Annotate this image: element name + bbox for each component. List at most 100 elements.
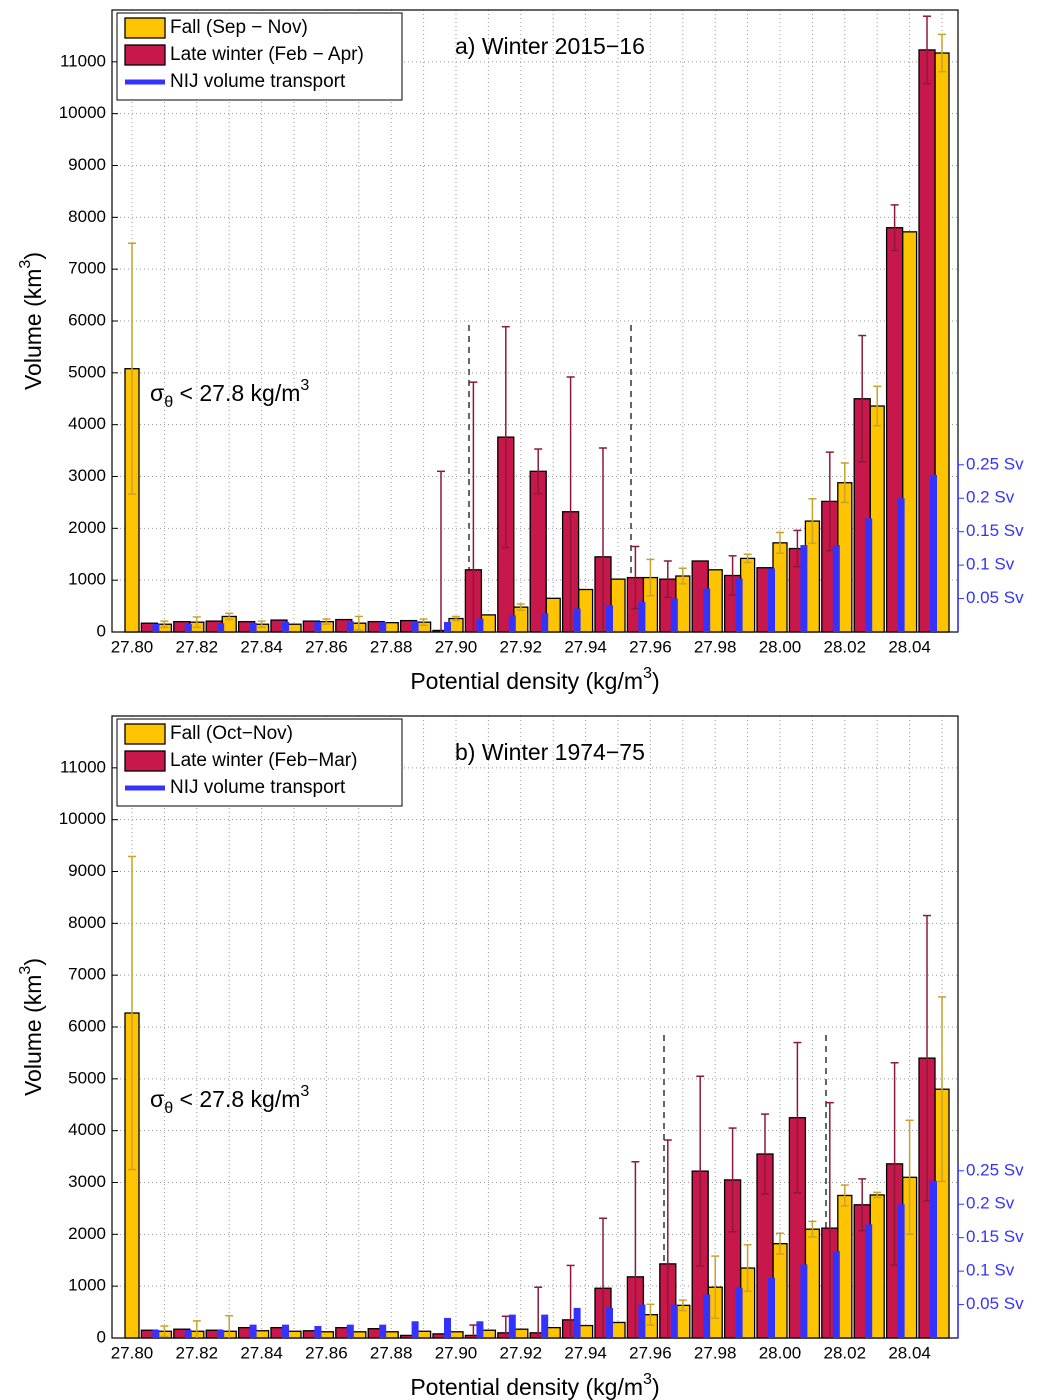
error-bar: [646, 558, 655, 597]
x-tick-label: 27.88: [370, 637, 413, 656]
annotation: σθ < 27.8 kg/m3: [150, 1082, 309, 1117]
error-bar: [923, 15, 931, 85]
y-tick-label: 5000: [68, 1068, 106, 1087]
bar: [351, 1331, 367, 1339]
x-tick-label: 27.84: [240, 1343, 283, 1362]
legend-swatch: [124, 723, 166, 745]
y-tick-label: 9000: [68, 155, 106, 174]
bar: [772, 542, 788, 633]
bar: [768, 568, 775, 632]
error-bar: [938, 996, 946, 1183]
x-tick-label: 28.02: [824, 637, 867, 656]
error-bar: [793, 1041, 802, 1194]
bar: [869, 1194, 885, 1339]
bar: [735, 578, 743, 632]
bar: [610, 1321, 626, 1339]
x-tick-label: 27.80: [111, 1343, 154, 1362]
bar: [513, 1328, 529, 1339]
bar: [541, 613, 549, 632]
y-tick-label: 2000: [68, 1224, 106, 1243]
bar: [897, 498, 905, 632]
x-tick-label: 27.92: [500, 637, 543, 656]
text-part: Potential density (kg/m: [410, 668, 643, 694]
y2-tick-label: 0.15 Sv: [966, 1227, 1024, 1246]
y-tick-label: 8000: [68, 207, 106, 226]
legend-swatch: [124, 44, 166, 66]
x-tick-label: 27.94: [564, 1343, 607, 1362]
bar: [897, 1204, 905, 1338]
bar: [606, 1307, 613, 1338]
text-part: Volume (km: [20, 975, 46, 1096]
bar: [217, 623, 225, 632]
x-tick-label: 27.90: [435, 1343, 478, 1362]
error-bar: [192, 1320, 201, 1338]
error-bar: [793, 529, 802, 568]
text-part: θ: [164, 393, 173, 411]
y2-tick-label: 0.25 Sv: [966, 1160, 1024, 1179]
y2-tick-label: 0.1 Sv: [966, 555, 1015, 574]
error-bar: [566, 376, 575, 632]
y-tick-label: 6000: [68, 1016, 106, 1035]
y-tick-label: 4000: [68, 414, 106, 433]
bar: [379, 1324, 387, 1338]
error-bar: [663, 1139, 672, 1338]
error-bar: [534, 448, 543, 495]
x-tick-label: 27.86: [305, 1343, 348, 1362]
text-part: ): [20, 958, 46, 966]
error-bar: [678, 1299, 687, 1312]
x-tick-label: 27.82: [176, 637, 219, 656]
error-bar: [501, 1315, 510, 1338]
text-part: ): [652, 668, 660, 694]
bar: [346, 1324, 354, 1338]
bar: [286, 1330, 302, 1339]
legend-swatch: [124, 750, 166, 772]
x-tick-label: 27.98: [694, 637, 737, 656]
x-tick-label: 27.96: [629, 637, 672, 656]
bar: [573, 608, 581, 632]
error-bar: [437, 470, 445, 632]
bar: [541, 1314, 549, 1338]
bar: [577, 588, 594, 633]
error-bar: [160, 620, 169, 629]
error-bar: [452, 615, 460, 622]
text-part: < 27.8 kg/m: [173, 380, 300, 406]
text-part: ): [20, 252, 46, 260]
bar: [411, 621, 419, 632]
y-tick-label: 10000: [59, 809, 106, 828]
y-tick-label: 3000: [68, 1172, 106, 1191]
error-bar: [825, 1101, 834, 1338]
error-bar: [192, 616, 201, 629]
error-bar: [566, 1264, 575, 1338]
legend-label: Late winter (Feb−Mar): [170, 750, 357, 771]
y-tick-label: 11000: [60, 51, 106, 70]
error-bar: [728, 555, 737, 596]
y-tick-label: 3000: [68, 466, 106, 485]
y2-tick-label: 0.2 Sv: [966, 1194, 1015, 1213]
bar: [314, 1325, 322, 1338]
y2-tick-label: 0.05 Sv: [966, 588, 1024, 607]
x-tick-label: 27.94: [564, 637, 607, 656]
bar: [383, 622, 399, 633]
text-part: 3: [16, 260, 34, 269]
y2-tick-label: 0.25 Sv: [966, 454, 1024, 473]
bar: [415, 1330, 432, 1339]
bar: [217, 1329, 225, 1338]
text-part: ): [652, 1374, 660, 1400]
error-bar: [322, 618, 331, 625]
bar: [930, 474, 937, 632]
bar: [286, 623, 302, 633]
bar: [638, 601, 646, 632]
bar: [772, 1243, 788, 1339]
x-tick-label: 28.02: [824, 1343, 867, 1362]
bar: [476, 618, 484, 632]
bar: [346, 621, 354, 632]
bar: [152, 1329, 160, 1338]
bar: [869, 405, 885, 633]
chart-title: a) Winter 2015−16: [455, 33, 645, 59]
bar: [184, 623, 192, 632]
error-bar: [678, 567, 687, 585]
x-tick-label: 27.96: [629, 1343, 672, 1362]
error-bar: [419, 618, 428, 627]
text-part: 3: [300, 1082, 309, 1100]
